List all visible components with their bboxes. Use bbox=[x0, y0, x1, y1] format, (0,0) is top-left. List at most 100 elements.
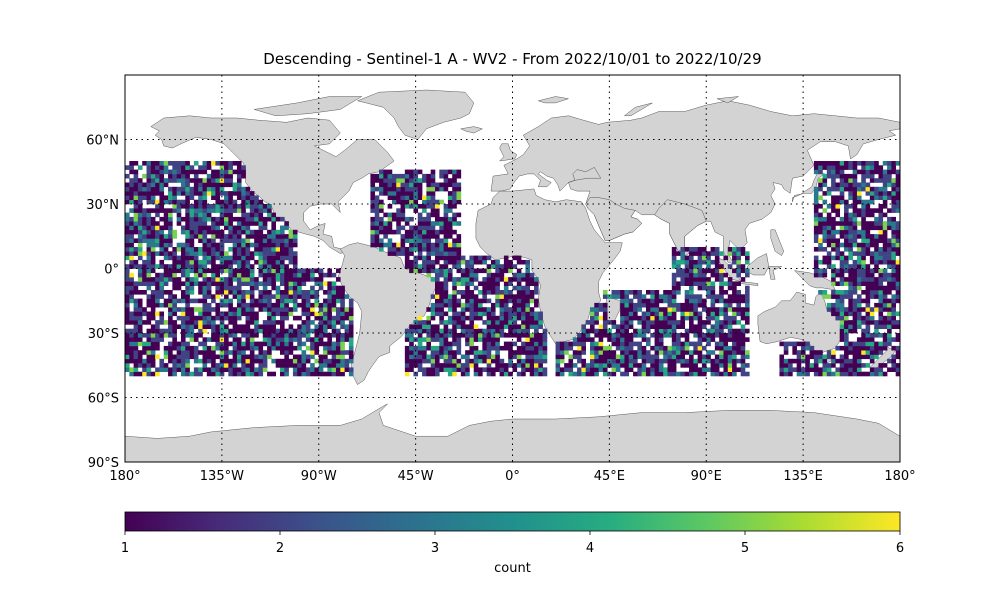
count-cell bbox=[689, 268, 694, 274]
count-cell bbox=[865, 333, 871, 338]
count-cell bbox=[693, 294, 698, 299]
count-cell bbox=[745, 294, 750, 299]
count-cell bbox=[137, 225, 143, 231]
count-cell bbox=[180, 307, 186, 312]
count-cell bbox=[288, 281, 294, 286]
count-cell bbox=[335, 345, 341, 351]
count-cell bbox=[852, 277, 858, 282]
count-cell bbox=[284, 255, 289, 261]
count-cell bbox=[736, 337, 741, 342]
count-cell bbox=[689, 315, 694, 321]
count-cell bbox=[232, 191, 238, 196]
count-cell bbox=[258, 302, 264, 308]
count-cell bbox=[232, 268, 238, 274]
count-cell bbox=[142, 186, 147, 192]
count-cell bbox=[447, 169, 453, 175]
count-cell bbox=[146, 255, 152, 261]
count-cell bbox=[723, 307, 729, 312]
count-cell bbox=[745, 320, 750, 325]
count-cell bbox=[129, 328, 134, 334]
count-cell bbox=[719, 363, 724, 368]
count-cell bbox=[211, 191, 216, 196]
count-cell bbox=[710, 259, 716, 265]
count-cell bbox=[611, 320, 617, 325]
count-cell bbox=[189, 195, 195, 200]
count-cell bbox=[516, 281, 522, 286]
count-cell bbox=[852, 298, 858, 304]
count-cell bbox=[430, 268, 436, 274]
count-cell bbox=[813, 247, 819, 252]
lat-tick-label: 0° bbox=[104, 263, 119, 278]
count-cell bbox=[869, 337, 875, 342]
count-cell bbox=[469, 290, 475, 295]
count-cell bbox=[211, 225, 216, 231]
count-cell bbox=[409, 195, 414, 200]
count-cell bbox=[125, 165, 130, 170]
count-cell bbox=[529, 290, 535, 295]
count-cell bbox=[180, 358, 186, 364]
count-cell bbox=[856, 277, 862, 282]
count-cell bbox=[835, 204, 841, 209]
count-cell bbox=[400, 238, 406, 243]
count-cell bbox=[327, 272, 332, 278]
count-cell bbox=[534, 337, 539, 342]
count-cell bbox=[495, 277, 500, 282]
count-cell bbox=[198, 165, 203, 170]
count-cell bbox=[882, 195, 888, 200]
count-cell bbox=[146, 341, 152, 347]
count-cell bbox=[637, 298, 642, 304]
count-cell bbox=[740, 341, 746, 347]
count-cell bbox=[228, 204, 233, 209]
lat-tick-label: 30°N bbox=[86, 198, 119, 213]
count-cell bbox=[224, 350, 229, 355]
count-cell bbox=[719, 354, 724, 360]
count-cell bbox=[736, 294, 741, 299]
count-cell bbox=[745, 354, 750, 360]
count-cell bbox=[249, 281, 255, 286]
count-cell bbox=[310, 328, 315, 334]
count-cell bbox=[482, 307, 487, 312]
count-cell bbox=[439, 182, 444, 188]
count-cell bbox=[844, 345, 849, 351]
count-cell bbox=[280, 337, 285, 342]
count-cell bbox=[633, 341, 638, 347]
count-cell bbox=[447, 277, 453, 282]
count-cell bbox=[267, 264, 272, 269]
count-cell bbox=[676, 259, 681, 265]
count-cell bbox=[645, 341, 651, 347]
count-cell bbox=[818, 268, 823, 274]
count-cell bbox=[155, 354, 160, 360]
count-cell bbox=[180, 333, 186, 338]
colorbar-tick-label: 3 bbox=[431, 541, 439, 556]
count-cell bbox=[387, 216, 393, 222]
count-cell bbox=[745, 371, 750, 377]
count-cell bbox=[516, 337, 522, 342]
count-cell bbox=[344, 367, 350, 372]
count-cell bbox=[680, 259, 686, 265]
count-cell bbox=[215, 208, 221, 213]
count-cell bbox=[180, 182, 186, 188]
count-cell bbox=[869, 212, 875, 218]
count-cell bbox=[396, 229, 401, 235]
count-cell bbox=[193, 251, 199, 256]
count-cell bbox=[284, 341, 289, 347]
count-cell bbox=[288, 247, 294, 252]
count-cell bbox=[852, 268, 858, 274]
count-cell bbox=[620, 298, 625, 304]
count-cell bbox=[236, 345, 242, 351]
count-cell bbox=[417, 186, 423, 192]
count-cell bbox=[228, 315, 233, 321]
colorbar-gradient bbox=[124, 511, 901, 532]
count-cell bbox=[680, 307, 686, 312]
count-cell bbox=[236, 328, 242, 334]
count-cell bbox=[172, 229, 177, 235]
count-cell bbox=[852, 290, 858, 295]
land-africa bbox=[475, 188, 623, 345]
count-cell bbox=[559, 367, 565, 372]
count-cell bbox=[848, 165, 853, 170]
count-cell bbox=[137, 341, 143, 347]
count-cell bbox=[206, 350, 212, 355]
count-cell bbox=[478, 290, 483, 295]
count-cell bbox=[628, 315, 634, 321]
count-cell bbox=[710, 363, 716, 368]
